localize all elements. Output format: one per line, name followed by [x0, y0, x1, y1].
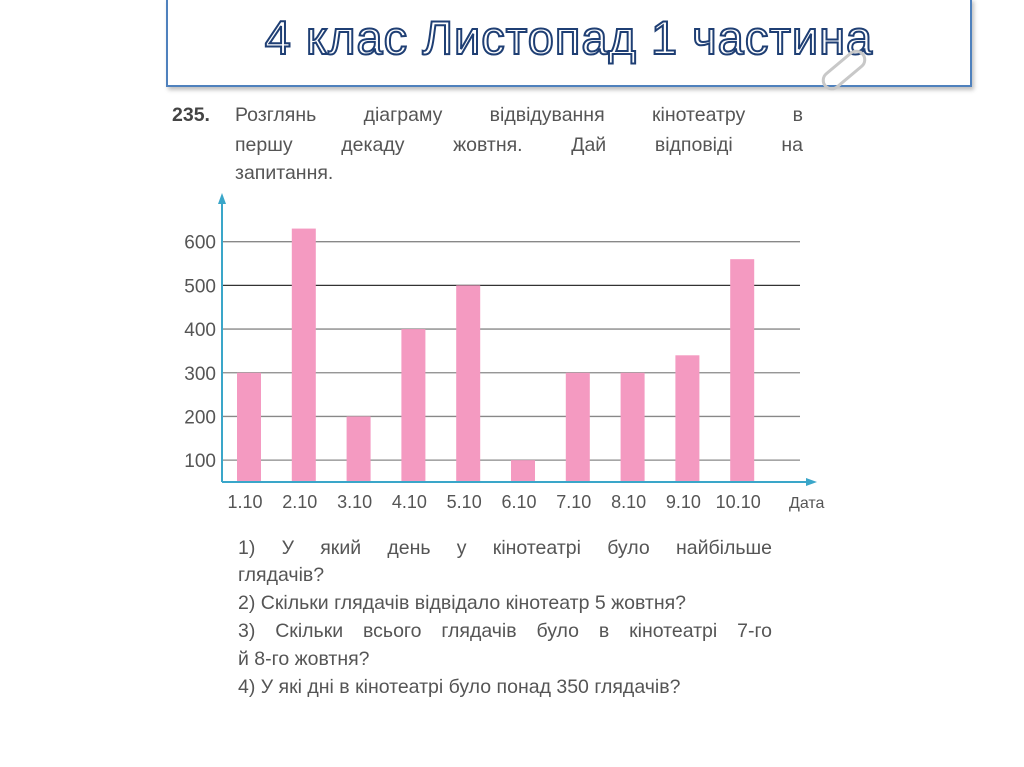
x-tick-label: 1.10: [227, 492, 262, 512]
x-tick-label: 8.10: [611, 492, 646, 512]
question-line: глядачів?: [238, 564, 325, 586]
x-tick-label: 3.10: [337, 492, 372, 512]
bar-9.10: [675, 355, 700, 482]
question-line: 2) Скільки глядачів відвідало кінотеатр …: [238, 592, 687, 614]
y-axis-arrow-icon: [218, 193, 226, 204]
bar-4.10: [401, 329, 426, 482]
title-box: 4 клас Листопад 1 частина: [166, 0, 972, 87]
task-line: запитання.: [235, 162, 334, 184]
x-tick-label: 10.10: [716, 492, 761, 512]
y-tick-label: 200: [184, 407, 216, 428]
task-line: першу декаду жовтня. Дай відповіді на: [235, 134, 803, 156]
bar-1.10: [237, 372, 261, 482]
x-tick-label: 2.10: [282, 492, 317, 512]
x-tick-label: 4.10: [392, 492, 427, 512]
bar-3.10: [346, 416, 371, 482]
x-tick-label: 7.10: [556, 492, 591, 512]
y-tick-label: 400: [184, 320, 216, 341]
task-line: Розглянь діаграму відвідування кінотеатр…: [235, 104, 803, 126]
x-tick-label: 6.10: [501, 492, 536, 512]
question-line: 3) Скільки всього глядачів було в кіноте…: [238, 620, 772, 642]
bar-7.10: [565, 372, 590, 482]
question-line: 4) У які дні в кінотеатрі було понад 350…: [238, 676, 681, 698]
x-tick-label: 9.10: [666, 492, 701, 512]
y-tick-label: 600: [184, 233, 216, 254]
bar-2.10: [291, 228, 316, 482]
bar-8.10: [620, 372, 645, 482]
x-axis-label: Дата: [789, 495, 825, 512]
x-axis-arrow-icon: [806, 478, 817, 486]
question-line: 1) У який день у кінотеатрі було найбіль…: [238, 537, 772, 559]
bar-10.10: [730, 259, 755, 482]
bar-6.10: [511, 460, 535, 482]
task-number: 235.: [172, 104, 210, 126]
bar-5.10: [456, 285, 481, 482]
question-line: й 8-го жовтня?: [238, 648, 370, 670]
y-tick-label: 100: [184, 451, 216, 472]
slide-title: 4 клас Листопад 1 частина: [264, 10, 874, 65]
y-tick-label: 500: [184, 276, 216, 297]
y-tick-label: 300: [184, 364, 216, 385]
x-tick-label: 5.10: [447, 492, 482, 512]
